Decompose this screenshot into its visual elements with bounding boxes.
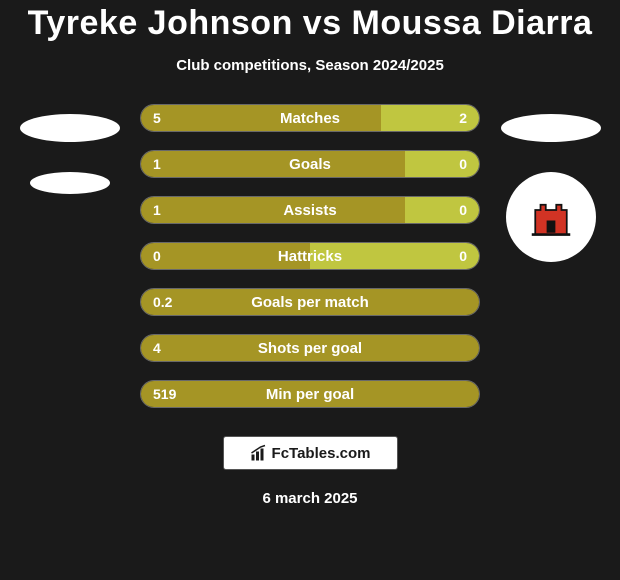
stat-right-value: 2 <box>459 105 467 131</box>
footer-date: 6 march 2025 <box>262 490 357 507</box>
stat-bar: Matches5 2 <box>140 104 480 132</box>
stat-bars: Matches52Goals10Assists10Hattricks00Goal… <box>140 104 480 408</box>
club-badge <box>30 172 110 194</box>
stat-left-value: 4 <box>153 335 161 361</box>
stat-left-value: 1 <box>153 151 161 177</box>
comparison-container: Tyreke Johnson vs Moussa Diarra Club com… <box>0 0 620 580</box>
right-badge-column <box>498 104 603 262</box>
main-row: Matches52Goals10Assists10Hattricks00Goal… <box>0 104 620 408</box>
stat-right-value: 0 <box>459 197 467 223</box>
stat-bar: Shots per goal4 <box>140 334 480 362</box>
footer-logo-text: FcTables.com <box>272 445 371 462</box>
club-badge <box>501 114 601 142</box>
stat-left-value: 5 <box>153 105 161 131</box>
stat-bar-label: Hattricks <box>141 243 479 269</box>
stat-bar-label: Shots per goal <box>141 335 479 361</box>
stat-left-value: 0.2 <box>153 289 172 315</box>
stat-bar: Hattricks0 0 <box>140 242 480 270</box>
stat-right-value: 0 <box>459 243 467 269</box>
stat-left-value: 519 <box>153 381 176 407</box>
stat-bar-label: Goals <box>141 151 479 177</box>
club-badge <box>506 172 596 262</box>
footer-logo[interactable]: FcTables.com <box>223 436 398 470</box>
stat-bar-label: Goals per match <box>141 289 479 315</box>
left-badge-column <box>17 104 122 194</box>
stat-right-value: 0 <box>459 151 467 177</box>
stat-bar-label: Min per goal <box>141 381 479 407</box>
stat-bar: Min per goal519 <box>140 380 480 408</box>
stat-bar-label: Assists <box>141 197 479 223</box>
club-badge <box>20 114 120 142</box>
stat-bar: Goals per match0.2 <box>140 288 480 316</box>
stat-bar: Assists1 0 <box>140 196 480 224</box>
page-title: Tyreke Johnson vs Moussa Diarra <box>28 4 593 43</box>
stat-left-value: 0 <box>153 243 161 269</box>
stat-left-value: 1 <box>153 197 161 223</box>
stat-bar: Goals1 0 <box>140 150 480 178</box>
chart-icon <box>250 444 268 462</box>
page-subtitle: Club competitions, Season 2024/2025 <box>176 57 444 74</box>
stat-bar-label: Matches <box>141 105 479 131</box>
